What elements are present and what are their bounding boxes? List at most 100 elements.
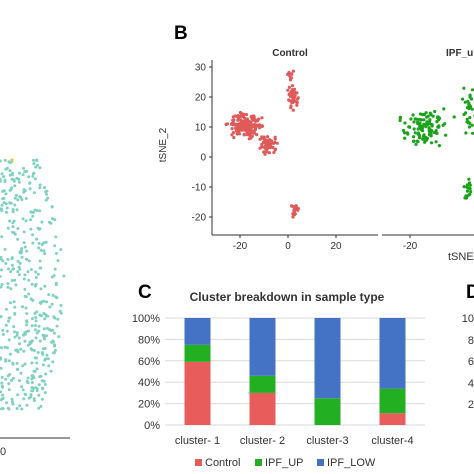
panel-a-point	[43, 358, 47, 362]
panel-a-point	[24, 197, 28, 200]
panel-a-point	[1, 396, 5, 400]
panel-c-letter: C	[138, 282, 152, 303]
panel-d-y-tick: 2	[468, 399, 474, 411]
panel-a-point	[1, 259, 5, 263]
panel-a-point	[2, 175, 6, 179]
panel-a-point	[44, 198, 48, 202]
chart-y-axis: 100% 80% 60% 40% 20% 0%	[132, 313, 160, 432]
panel-a-point	[8, 352, 12, 356]
panel-a-point	[19, 250, 22, 254]
panel-a-point	[18, 342, 22, 346]
chart-y-tick: 80%	[138, 334, 160, 346]
bar-segment-control	[379, 413, 406, 425]
ipf-point	[424, 138, 428, 142]
control-point	[244, 113, 249, 117]
ipf-point	[418, 121, 422, 125]
ipf-point	[416, 127, 420, 131]
panel-a-point	[53, 244, 57, 248]
control-point	[242, 127, 246, 131]
panel-a-point	[32, 397, 36, 401]
ipf-point	[463, 100, 467, 104]
ipf-point	[426, 114, 430, 118]
control-point	[234, 122, 238, 126]
ipf-point	[422, 112, 426, 117]
panel-a-point	[54, 252, 58, 255]
ipf-point	[442, 107, 446, 111]
panel-a-point	[23, 362, 27, 366]
control-point	[265, 135, 269, 139]
control-point	[260, 135, 264, 139]
panel-a-point	[6, 406, 10, 410]
ipf-point	[424, 124, 428, 128]
control-point	[286, 88, 290, 92]
ipf-point	[421, 137, 425, 141]
panel-a-point	[15, 176, 19, 180]
panel-a-point	[16, 393, 20, 397]
ipf-point	[419, 118, 424, 122]
panel-a-point	[21, 305, 24, 309]
panel-a-point	[23, 332, 27, 336]
panel-a-point	[52, 331, 56, 335]
ipf-point	[468, 183, 472, 187]
control-point	[250, 114, 254, 118]
panel-a-point	[42, 241, 46, 245]
control-point	[268, 138, 272, 142]
control-point	[291, 108, 295, 112]
chart-x-tick: cluster-3	[306, 435, 348, 447]
panel-a-point	[36, 351, 40, 354]
control-point	[293, 94, 297, 98]
chart-y-tick: 20%	[138, 399, 160, 411]
panel-a-point	[7, 338, 11, 342]
panel-a-point	[34, 276, 38, 279]
panel-a-point	[28, 187, 32, 191]
panel-a-point	[37, 246, 41, 250]
panel-a-point	[26, 270, 30, 274]
panel-a-point	[31, 389, 35, 393]
control-point	[240, 120, 245, 125]
ipf-point	[411, 113, 415, 117]
legend-swatch	[317, 459, 324, 466]
panel-a-point	[10, 256, 14, 260]
panel-d-y-tick: 8	[468, 335, 474, 347]
ipf-point	[406, 132, 410, 136]
control-point	[244, 117, 248, 121]
panel-a-point	[0, 268, 3, 272]
ipf-point	[470, 123, 474, 127]
panel-a-point	[38, 166, 42, 170]
panel-a-point	[15, 333, 19, 337]
ipf-point	[422, 133, 426, 137]
panel-a-point	[6, 285, 10, 289]
control-point	[256, 119, 260, 123]
panel-a-point	[3, 180, 7, 184]
panel-a-point	[42, 327, 46, 331]
panel-a-point	[11, 225, 15, 229]
panel-a-point	[0, 285, 3, 289]
panel-a-point	[39, 301, 43, 305]
panel-a-point	[36, 272, 40, 276]
control-point	[265, 148, 269, 152]
panel-b-x-tick: 20	[330, 241, 342, 252]
ipf-point	[412, 135, 416, 139]
panel-a-point	[18, 171, 21, 175]
ipf-point	[465, 120, 469, 124]
ipf-point	[468, 93, 472, 97]
chart-y-tick: 60%	[138, 356, 160, 368]
ipf-point	[413, 117, 417, 121]
panel-a-point	[31, 374, 35, 378]
panel-a-point	[48, 328, 52, 332]
panel-a-point	[44, 190, 48, 194]
panel-a-point	[46, 326, 49, 330]
panel-a-point	[36, 163, 39, 167]
panel-a-point	[53, 218, 57, 222]
panel-a-point	[52, 315, 56, 319]
control-point	[232, 118, 236, 122]
control-point	[293, 90, 297, 95]
control-point	[252, 123, 256, 128]
panel-a-point	[29, 393, 33, 397]
control-point	[295, 101, 299, 105]
panel-a-point	[44, 372, 48, 376]
panel-a-point	[54, 235, 58, 239]
control-point	[230, 127, 234, 131]
control-point	[264, 141, 268, 145]
ipf-point	[435, 131, 439, 135]
